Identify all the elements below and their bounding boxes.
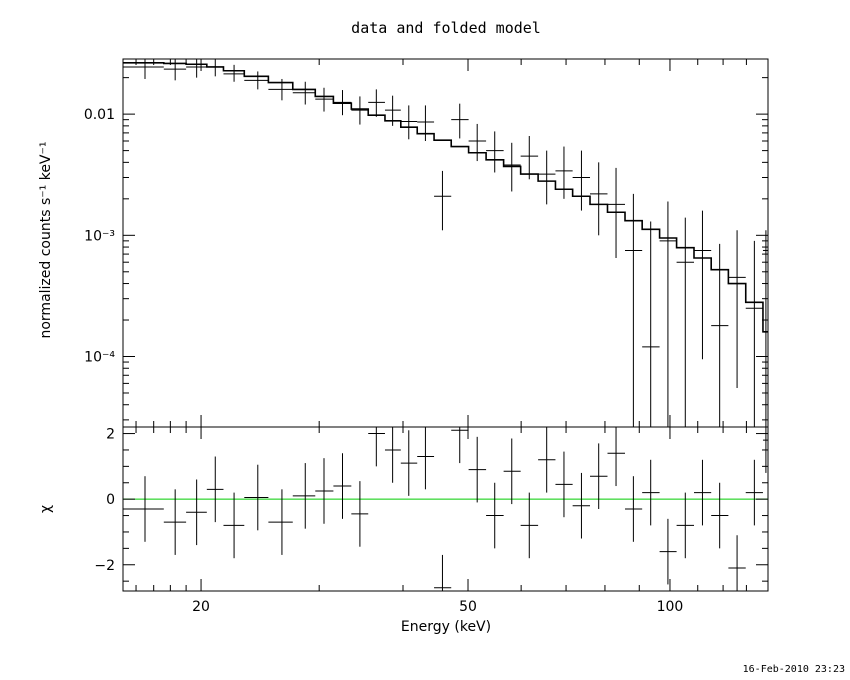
- data-point: [590, 162, 608, 236]
- y-tick-label: 0.01: [84, 107, 115, 123]
- residual-point: [590, 443, 608, 509]
- data-point: [468, 123, 487, 162]
- data-point: [555, 146, 573, 199]
- residual-point: [607, 427, 626, 487]
- data-point: [368, 89, 385, 117]
- residual-data-points: [123, 427, 768, 591]
- data-point: [659, 201, 677, 427]
- data-point: [745, 240, 763, 427]
- data-point: [607, 167, 626, 258]
- residual-panel: −2 0 2 χ: [38, 426, 769, 592]
- residual-point: [400, 430, 418, 496]
- residual-point: [417, 427, 435, 490]
- residual-point: [163, 489, 187, 555]
- residual-point: [642, 459, 660, 526]
- data-point: [206, 59, 224, 77]
- data-point: [223, 64, 245, 82]
- data-point: [292, 81, 316, 105]
- y-tick-label: 0: [106, 492, 115, 508]
- residual-point: [572, 472, 591, 539]
- y-tick-label: 10⁻³: [84, 228, 115, 244]
- residual-point: [728, 535, 746, 591]
- residual-point: [538, 427, 556, 493]
- residual-point: [503, 438, 521, 505]
- data-point: [400, 105, 418, 140]
- residual-point: [434, 554, 452, 591]
- x-axis-label: Energy (keV): [401, 619, 491, 635]
- y-tick-label: 2: [106, 427, 115, 443]
- data-point: [538, 150, 556, 205]
- residual-point: [694, 459, 712, 526]
- x-tick-labels: 20 50 100: [192, 599, 683, 615]
- spectrum-panel: 10⁻⁴ 10⁻³ 0.01 normalized counts s⁻¹ keV⁻¹: [38, 58, 769, 428]
- residual-point: [268, 489, 293, 555]
- residual-point: [625, 476, 643, 542]
- model-step-path: [123, 62, 768, 333]
- spectrum-y-axis-label: normalized counts s⁻¹ keV⁻¹: [38, 141, 54, 338]
- residual-point: [244, 464, 269, 531]
- residual-point: [223, 492, 245, 559]
- data-point: [486, 131, 504, 173]
- data-point: [351, 96, 369, 125]
- spectrum-y-tick-labels: 10⁻⁴ 10⁻³ 0.01: [84, 107, 116, 365]
- residual-point: [762, 427, 768, 473]
- residual-point: [333, 453, 352, 519]
- residual-point: [468, 436, 487, 503]
- spectrum-data-points: [123, 59, 768, 427]
- data-point: [711, 243, 729, 427]
- data-point: [676, 217, 695, 427]
- residual-point: [292, 463, 316, 529]
- residual-point: [520, 492, 539, 559]
- residual-point: [315, 458, 334, 524]
- data-point: [384, 95, 401, 126]
- data-point: [186, 59, 207, 78]
- data-point: [642, 221, 660, 427]
- data-point: [762, 230, 768, 427]
- residual-plot-frame: [122, 426, 769, 592]
- residual-point: [384, 427, 401, 483]
- chart-title: data and folded model: [351, 19, 541, 37]
- residual-point: [555, 451, 573, 518]
- residual-point: [486, 482, 504, 549]
- x-tick-label: 100: [657, 599, 684, 615]
- data-point: [244, 71, 269, 90]
- residual-point: [186, 479, 207, 546]
- data-point: [268, 78, 293, 101]
- data-point: [520, 135, 539, 180]
- timestamp: 16-Feb-2010 23:23: [743, 664, 845, 675]
- data-point: [625, 193, 643, 427]
- data-point: [694, 210, 712, 360]
- x-tick-label: 20: [192, 599, 210, 615]
- residual-point: [451, 427, 469, 464]
- residual-point: [745, 459, 763, 526]
- data-point: [333, 90, 352, 116]
- y-tick-label: −2: [94, 558, 115, 574]
- folded-model-step-line: [123, 62, 768, 333]
- residual-point: [206, 456, 224, 523]
- y-tick-label: 10⁻⁴: [84, 350, 115, 366]
- data-point: [728, 230, 746, 388]
- data-point: [572, 150, 591, 211]
- data-point: [417, 105, 435, 142]
- spectrum-plot-frame: [122, 58, 769, 428]
- spectrum-axis-ticks: [123, 59, 769, 427]
- residual-y-tick-labels: −2 0 2: [94, 427, 115, 574]
- residual-point: [659, 518, 677, 585]
- residual-point: [676, 492, 695, 559]
- residual-point: [123, 476, 164, 542]
- residual-point: [368, 427, 385, 467]
- residual-point: [351, 481, 369, 547]
- data-point: [434, 170, 452, 231]
- data-point: [315, 87, 334, 112]
- residual-point: [711, 482, 729, 549]
- data-point: [123, 59, 164, 79]
- data-point: [163, 59, 187, 81]
- x-tick-label: 50: [459, 599, 477, 615]
- residual-y-axis-label: χ: [38, 505, 54, 513]
- data-point: [503, 142, 521, 192]
- residual-axis-ticks: [123, 427, 769, 591]
- data-point: [451, 103, 469, 139]
